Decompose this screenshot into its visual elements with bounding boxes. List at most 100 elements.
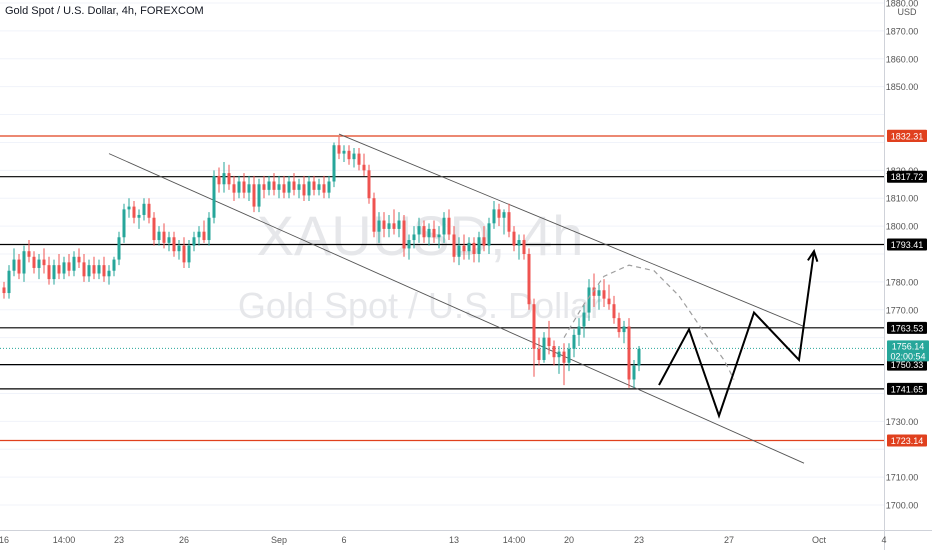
candle-body bbox=[277, 184, 281, 190]
candle-body bbox=[582, 312, 586, 327]
candle-body bbox=[637, 348, 641, 366]
candle-body bbox=[417, 226, 421, 235]
candle-body bbox=[312, 181, 316, 190]
candle-body bbox=[127, 206, 131, 210]
channel-lines bbox=[108, 133, 805, 464]
level-badge: 1763.53 bbox=[891, 323, 924, 333]
candle-body bbox=[67, 262, 71, 271]
projection-drawings bbox=[563, 248, 819, 419]
candle-body bbox=[7, 270, 11, 294]
y-tick-label: 1770.00 bbox=[886, 305, 919, 315]
candle-body bbox=[337, 145, 341, 154]
candle-body bbox=[262, 184, 266, 190]
watermark-symbol: XAUUSD, 4h bbox=[257, 204, 584, 267]
candle-body bbox=[497, 209, 501, 218]
candle-body bbox=[272, 181, 276, 190]
y-tick-label: 1870.00 bbox=[886, 26, 919, 36]
candle-body bbox=[117, 237, 121, 260]
candle-body bbox=[182, 245, 186, 263]
candle-body bbox=[162, 231, 166, 243]
candle-body bbox=[287, 181, 291, 193]
candle-body bbox=[557, 351, 561, 358]
candle-body bbox=[112, 259, 116, 271]
candle-body bbox=[187, 245, 191, 263]
y-tick-label: 1860.00 bbox=[886, 54, 919, 64]
candle-body bbox=[142, 203, 146, 215]
candle-body bbox=[432, 228, 436, 238]
x-tick-label: 14:00 bbox=[503, 535, 526, 545]
candle-body bbox=[472, 242, 476, 254]
candle-body bbox=[562, 351, 566, 363]
x-tick-label: 16 bbox=[0, 535, 9, 545]
candle-body bbox=[22, 251, 26, 274]
candle-body bbox=[102, 265, 106, 277]
candle-body bbox=[482, 237, 486, 246]
candle-body bbox=[17, 259, 21, 274]
y-tick-label: 1780.00 bbox=[886, 277, 919, 287]
candle-body bbox=[267, 181, 271, 190]
level-badge: 1817.72 bbox=[891, 172, 924, 182]
candle-body bbox=[447, 217, 451, 235]
y-tick-label: 1810.00 bbox=[886, 194, 919, 204]
candle-body bbox=[362, 164, 366, 171]
candle-body bbox=[177, 245, 181, 252]
candle-body bbox=[567, 348, 571, 363]
candle-body bbox=[627, 326, 631, 380]
candle-body bbox=[147, 203, 151, 218]
candle-body bbox=[122, 209, 126, 238]
dashed-arc bbox=[563, 264, 735, 380]
candle-body bbox=[167, 237, 171, 243]
candle-body bbox=[257, 184, 261, 207]
candle-body bbox=[612, 304, 616, 319]
candle-body bbox=[442, 217, 446, 235]
candle-body bbox=[602, 290, 606, 299]
x-tick-label: 14:00 bbox=[53, 535, 76, 545]
candle-body bbox=[407, 240, 411, 249]
candle-body bbox=[422, 226, 426, 238]
candle-body bbox=[97, 265, 101, 274]
x-tick-label: 27 bbox=[724, 535, 734, 545]
channel-line bbox=[108, 153, 805, 464]
current-price-value: 1756.14 bbox=[892, 341, 925, 351]
y-tick-label: 1850.00 bbox=[886, 82, 919, 92]
level-badge: 1793.41 bbox=[891, 240, 924, 250]
candle-body bbox=[27, 251, 31, 257]
candle-body bbox=[402, 220, 406, 249]
x-tick-label: Sep bbox=[271, 535, 287, 545]
projection-arrowhead bbox=[807, 248, 819, 262]
candle-body bbox=[37, 259, 41, 268]
grid bbox=[0, 2, 884, 506]
current-price-badge-bg bbox=[887, 340, 929, 362]
candle-body bbox=[457, 245, 461, 257]
candle-body bbox=[252, 184, 256, 207]
candle-body bbox=[2, 287, 6, 294]
candle-body bbox=[292, 181, 296, 190]
candle-body bbox=[577, 326, 581, 335]
y-tick-label: 1880.00 bbox=[886, 0, 919, 9]
level-badge: 1832.31 bbox=[891, 132, 924, 142]
x-tick-label: 23 bbox=[634, 535, 644, 545]
candle-body bbox=[332, 145, 336, 182]
candle-body bbox=[52, 265, 56, 280]
candle-body bbox=[352, 153, 356, 160]
candle-body bbox=[477, 237, 481, 254]
candle-body bbox=[107, 270, 111, 277]
candle-body bbox=[437, 234, 441, 238]
candle-body bbox=[172, 237, 176, 252]
y-tick-label: 1730.00 bbox=[886, 417, 919, 427]
candle-body bbox=[412, 234, 416, 241]
candle-body bbox=[597, 290, 601, 296]
level-badge-bg bbox=[887, 434, 927, 447]
candle-body bbox=[207, 217, 211, 241]
candle-body bbox=[62, 262, 66, 274]
candle-body bbox=[587, 287, 591, 313]
candle-body bbox=[467, 242, 471, 252]
candle-body bbox=[617, 318, 621, 333]
projection-path bbox=[658, 251, 815, 419]
candles bbox=[2, 136, 641, 388]
x-tick-label: Oct bbox=[812, 535, 827, 545]
candle-body bbox=[282, 184, 286, 193]
channel-line bbox=[338, 133, 805, 327]
